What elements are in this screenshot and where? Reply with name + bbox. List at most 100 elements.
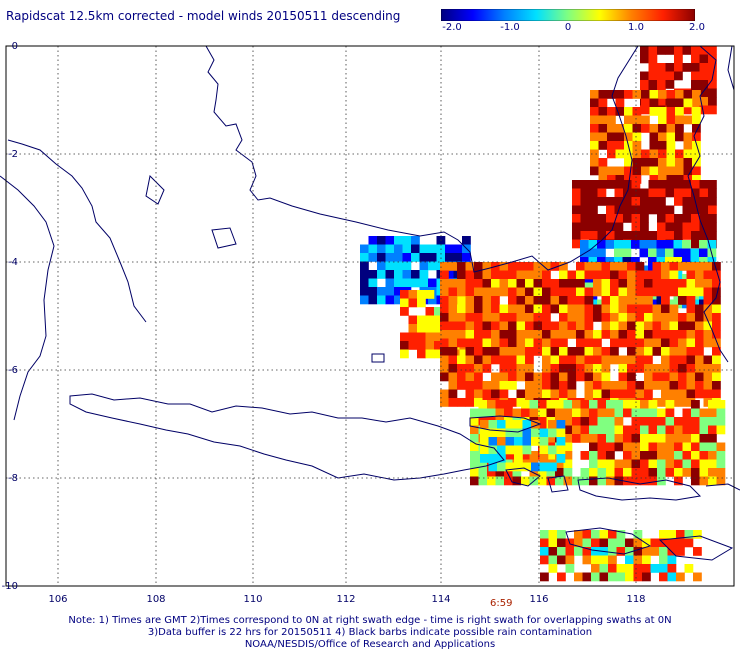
- wind-cell: [491, 381, 500, 390]
- wind-cell: [529, 408, 539, 418]
- wind-cell: [691, 214, 700, 223]
- wind-cell: [533, 304, 543, 314]
- wind-cell: [682, 188, 692, 198]
- wind-cell: [457, 355, 466, 365]
- wind-cell: [627, 279, 636, 288]
- wind-cell: [394, 253, 403, 262]
- wind-cell: [539, 437, 549, 446]
- wind-cell: [678, 262, 687, 271]
- wind-cell: [675, 124, 684, 133]
- wind-cell: [559, 313, 568, 322]
- wind-cell: [533, 262, 543, 271]
- wind-cell: [642, 538, 651, 548]
- wind-cell: [542, 389, 551, 399]
- wind-cell: [614, 180, 624, 189]
- wind-cell: [385, 270, 395, 279]
- wind-cell: [548, 538, 558, 548]
- wind-cell: [674, 46, 683, 55]
- wind-cell: [529, 400, 539, 409]
- wind-cell: [686, 287, 696, 297]
- wind-cell: [615, 107, 625, 116]
- wind-cell: [708, 188, 717, 198]
- wind-cell: [580, 476, 590, 486]
- coastline: [0, 45, 740, 561]
- wind-cell: [661, 398, 670, 407]
- wind-cell: [445, 244, 454, 254]
- wind-cell: [606, 459, 615, 469]
- wind-cell: [657, 417, 666, 426]
- wind-cell: [669, 270, 679, 280]
- wind-cell: [716, 476, 726, 486]
- wind-cell: [556, 420, 566, 429]
- wind-cell: [598, 132, 608, 142]
- wind-cell: [648, 188, 658, 198]
- wind-cell: [695, 364, 704, 373]
- wind-cell: [674, 222, 683, 232]
- wind-cell: [448, 296, 458, 305]
- wind-cell: [589, 442, 598, 452]
- wind-cell: [614, 240, 623, 249]
- wind-cell: [491, 355, 500, 365]
- wind-cell: [590, 158, 599, 167]
- wind-cell: [695, 347, 704, 356]
- wind-cell: [712, 347, 721, 356]
- wind-cell: [440, 330, 449, 339]
- wind-cell: [360, 287, 369, 296]
- wind-cell: [635, 347, 645, 356]
- wind-cell: [495, 408, 505, 418]
- wind-cell: [584, 372, 594, 382]
- wind-cell: [708, 105, 717, 115]
- wind-cell: [474, 321, 483, 331]
- wind-cell: [589, 188, 598, 198]
- wind-cell: [474, 372, 483, 382]
- wind-cell: [593, 287, 602, 297]
- wind-cell: [623, 451, 632, 460]
- wind-cell: [591, 564, 600, 573]
- wind-cell: [499, 270, 509, 280]
- wind-cell: [559, 321, 568, 331]
- wind-cell: [491, 347, 500, 356]
- wind-cell: [540, 538, 549, 548]
- wind-cell: [482, 389, 492, 399]
- wind-cell: [377, 244, 386, 254]
- wind-cell: [377, 270, 386, 279]
- wind-cell: [641, 98, 650, 108]
- wind-cell: [623, 214, 632, 223]
- wind-cell: [627, 347, 636, 356]
- wind-cell: [556, 445, 566, 455]
- wind-cell: [674, 231, 683, 240]
- wind-cell: [683, 90, 693, 99]
- wind-cell: [470, 425, 479, 435]
- wind-cell: [512, 468, 522, 477]
- wind-cell: [635, 330, 645, 339]
- wind-cell: [674, 63, 683, 72]
- wind-cell: [598, 166, 608, 176]
- wind-cell: [618, 304, 628, 314]
- wind-cell: [633, 538, 643, 548]
- wind-cell: [591, 538, 600, 548]
- wind-cell: [644, 364, 653, 373]
- wind-cell: [712, 355, 721, 365]
- wind-cell: [712, 381, 721, 390]
- wind-cell: [615, 132, 625, 142]
- wind-cell: [641, 158, 650, 167]
- wind-cell: [657, 46, 666, 55]
- wind-cell: [508, 313, 517, 322]
- wind-cell: [542, 270, 551, 280]
- wind-cell: [692, 132, 701, 142]
- wind-cell: [589, 476, 598, 486]
- wind-cell: [385, 287, 395, 296]
- wind-cell: [480, 437, 489, 446]
- wind-cell: [550, 389, 560, 399]
- wind-cell: [482, 304, 492, 314]
- wind-cell: [665, 459, 675, 469]
- wind-cell: [459, 298, 469, 308]
- wind-cell: [708, 231, 717, 240]
- wind-cell: [593, 381, 602, 390]
- wind-cell: [572, 205, 581, 215]
- wind-cell: [478, 400, 488, 409]
- wind-cell: [533, 279, 543, 288]
- wind-cell: [576, 330, 585, 339]
- wind-cell: [557, 538, 566, 548]
- wind-cell: [508, 347, 517, 356]
